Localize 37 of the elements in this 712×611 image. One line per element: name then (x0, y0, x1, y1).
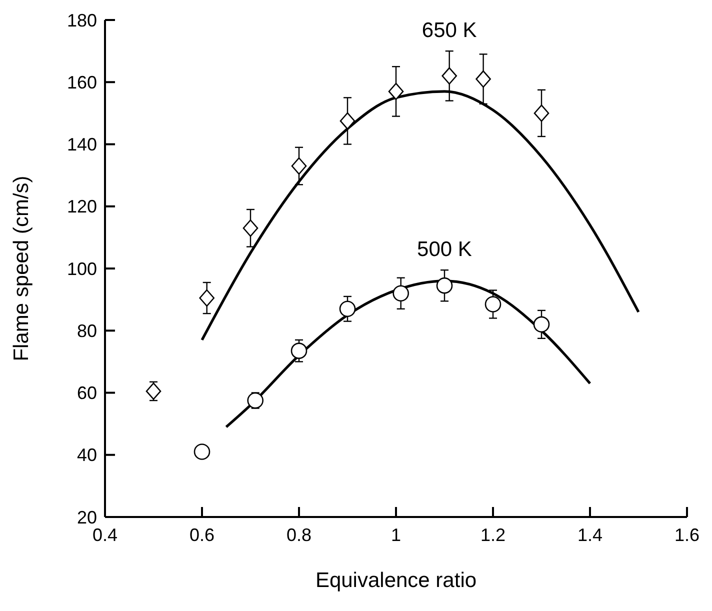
y-tick-label: 120 (66, 196, 97, 217)
point (534, 104, 550, 122)
x-axis-title: Equivalence ratio (315, 569, 477, 592)
x-tick-label: 0.4 (92, 525, 118, 545)
point (291, 157, 307, 175)
point (484, 296, 502, 312)
point (199, 289, 214, 307)
point (290, 342, 308, 359)
y-tick-label: 160 (66, 72, 97, 92)
x-tick-label: 0.8 (286, 525, 312, 545)
y-tick-label: 80 (76, 320, 97, 341)
point (388, 82, 404, 100)
point (194, 444, 210, 460)
y-tick-label: 180 (66, 10, 97, 30)
x-tick-label: 1 (390, 525, 402, 545)
point (242, 219, 258, 237)
point (247, 392, 264, 409)
y-tick-label: 100 (66, 258, 97, 279)
point (476, 70, 491, 88)
y-tick-label: 40 (76, 445, 97, 466)
x-tick-label: 1.4 (577, 525, 603, 545)
point (533, 316, 550, 333)
y-axis-title: Flame speed (cm/s) (10, 176, 33, 362)
point (392, 285, 409, 302)
series-label: 650 K (422, 19, 477, 42)
y-tick-label: 140 (66, 134, 97, 155)
point (442, 67, 457, 85)
point (340, 112, 356, 130)
point (146, 382, 162, 400)
point (339, 300, 356, 318)
y-tick-label: 20 (76, 507, 97, 528)
x-tick-label: 1.6 (674, 525, 700, 545)
x-tick-label: 1.2 (480, 525, 506, 545)
x-tick-label: 0.6 (189, 525, 215, 545)
point (436, 277, 453, 294)
series-label: 500 K (417, 238, 472, 262)
y-tick-label: 60 (76, 383, 97, 404)
